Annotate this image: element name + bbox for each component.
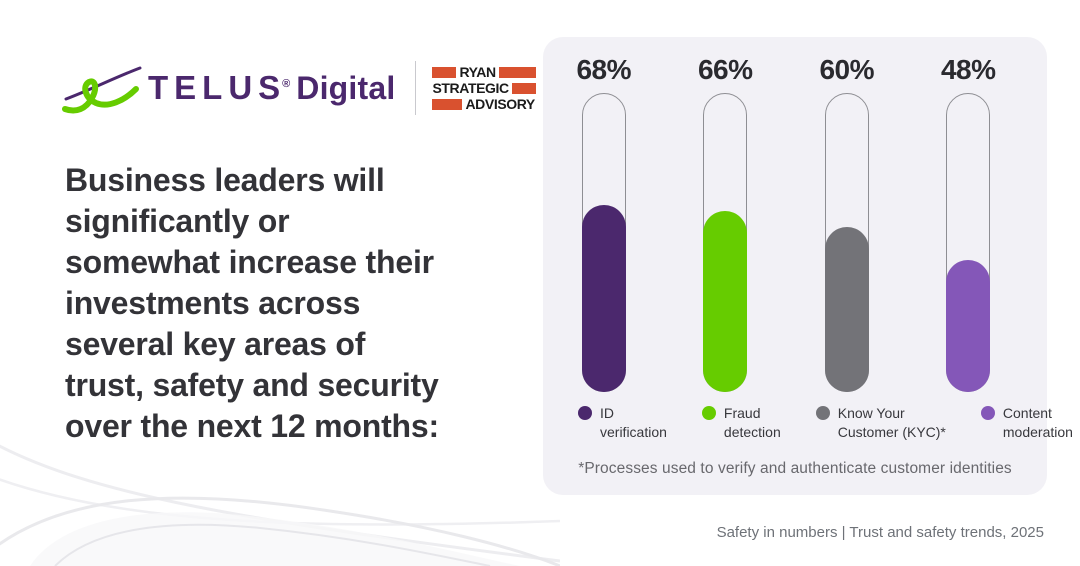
- bar-value-label: 66%: [697, 54, 753, 85]
- ryan-strategic-advisory-logo: RYAN STRATEGIC ADVISORY: [432, 64, 537, 111]
- thermometer-tube: [946, 93, 991, 392]
- legend-item: Content moderation: [946, 404, 1073, 442]
- telus-digital-wordmark: TELUS ® Digital: [148, 69, 395, 107]
- bar-value-label: 60%: [819, 54, 875, 85]
- legend-label: Fraud detection: [723, 405, 781, 440]
- telus-ribbon-icon: [62, 66, 142, 114]
- legend-label: Content moderation: [1002, 405, 1073, 440]
- chart-footnote: *Processes used to verify and authentica…: [578, 460, 1012, 477]
- legend-label: ID verification: [600, 405, 667, 440]
- legend-dot: [701, 406, 716, 420]
- legend-item: Know Your Customer (KYC)*: [781, 404, 946, 442]
- headline: Business leaders will significantly or som…: [65, 162, 439, 444]
- legend-dot: [815, 406, 830, 420]
- bar-column: 48%: [908, 55, 1030, 392]
- thermometer-fill: [581, 205, 626, 392]
- thermometer-tube: [824, 93, 869, 392]
- telus-wordmark: TELUS: [148, 69, 287, 106]
- ryan-logo-text: STRATEGIC: [432, 80, 509, 96]
- logo-accent-block: [511, 82, 537, 94]
- telus-suffix: Digital: [296, 70, 396, 106]
- thermometer-fill: [824, 227, 869, 392]
- bar-column: 66%: [665, 55, 787, 392]
- ryan-logo-row: RYAN: [432, 64, 537, 80]
- chart-legend: ID verification Fraud detection Know Your Cus…: [543, 404, 1073, 442]
- thermometer-fill: [946, 260, 991, 392]
- bar-value-label: 68%: [576, 54, 632, 85]
- logo-accent-block: [432, 98, 463, 110]
- chart-panel: 68% 66% 60% 48% ID verification Fraud detectio…: [543, 37, 1073, 495]
- logo-divider: [415, 61, 417, 115]
- bar-column: 60%: [786, 55, 908, 392]
- ryan-logo-row: STRATEGIC: [432, 80, 537, 96]
- ryan-logo-text: RYAN: [459, 64, 496, 80]
- header-logo-row: TELUS ® Digital RYAN STRATEGIC ADVISORY: [62, 56, 537, 120]
- registered-mark: ®: [282, 78, 291, 90]
- bar-column: 68%: [543, 55, 665, 392]
- legend-dot: [980, 406, 995, 420]
- legend-item: ID verification: [543, 404, 667, 442]
- ryan-logo-row: ADVISORY: [432, 97, 536, 111]
- legend-label: Know Your Customer (KYC)*: [837, 405, 946, 440]
- logo-accent-block: [498, 66, 537, 78]
- chart-bars: 68% 66% 60% 48%: [543, 55, 1029, 392]
- thermometer-tube: [703, 93, 748, 392]
- legend-dot: [578, 406, 592, 420]
- source-attribution: Safety in numbers | Trust and safety tre…: [716, 524, 1044, 541]
- bar-value-label: 48%: [940, 54, 996, 85]
- legend-item: Fraud detection: [667, 404, 781, 442]
- thermometer-fill: [703, 210, 748, 392]
- logo-accent-block: [432, 66, 457, 78]
- ryan-logo-text: ADVISORY: [465, 96, 535, 112]
- thermometer-tube: [581, 93, 626, 392]
